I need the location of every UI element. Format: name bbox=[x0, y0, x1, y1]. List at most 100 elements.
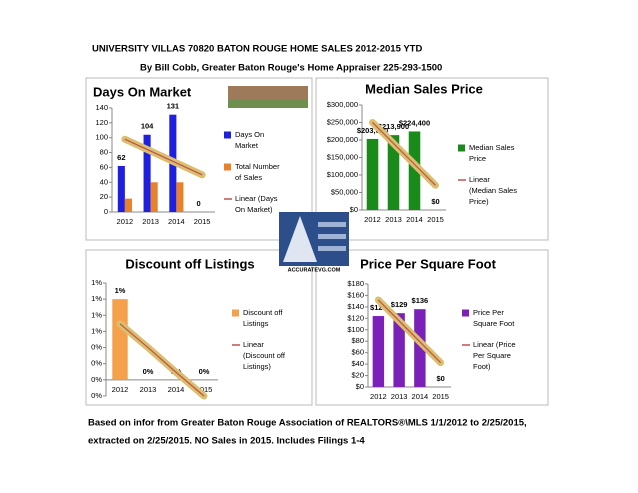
y-tick-label: $60 bbox=[351, 348, 364, 357]
x-tick-label: 2012 bbox=[364, 215, 381, 224]
x-tick-label: 2014 bbox=[406, 215, 423, 224]
x-tick-label: 2012 bbox=[112, 385, 129, 394]
y-tick-label: $100,000 bbox=[327, 170, 358, 179]
trend-line bbox=[124, 138, 203, 176]
value-label: $0 bbox=[431, 197, 439, 206]
y-tick-label: 140 bbox=[95, 103, 108, 112]
byline: By Bill Cobb, Greater Baton Rouge's Home… bbox=[140, 63, 442, 74]
chart-title: Median Sales Price bbox=[365, 81, 483, 96]
logo-shape bbox=[318, 246, 346, 251]
y-tick-label: $250,000 bbox=[327, 117, 358, 126]
value-label: $0 bbox=[436, 374, 444, 383]
value-label: 0% bbox=[199, 367, 210, 376]
trend-line bbox=[119, 323, 205, 397]
y-tick-label: $120 bbox=[347, 313, 364, 322]
y-tick-label: 1% bbox=[91, 278, 102, 287]
y-tick-label: 1% bbox=[91, 326, 102, 335]
y-tick-label: 120 bbox=[95, 118, 108, 127]
value-label: $203,000 bbox=[357, 126, 388, 135]
legend-swatch bbox=[462, 309, 469, 317]
logo-shape bbox=[318, 234, 346, 239]
legend-label: Linear (Price Per Square Foot) bbox=[473, 340, 518, 371]
y-tick-label: 80 bbox=[100, 148, 108, 157]
y-tick-label: $180 bbox=[347, 279, 364, 288]
legend-label: Days On Market bbox=[235, 130, 266, 150]
x-tick-label: 2012 bbox=[370, 392, 387, 401]
y-tick-label: 1% bbox=[91, 294, 102, 303]
value-label: 131 bbox=[167, 102, 180, 111]
footer-line: extracted on 2/25/2015. NO Sales in 2015… bbox=[88, 436, 365, 447]
y-tick-label: $150,000 bbox=[327, 152, 358, 161]
bar bbox=[124, 198, 132, 212]
x-tick-label: 2015 bbox=[194, 217, 211, 226]
chart-title: Discount off Listings bbox=[125, 256, 254, 271]
bar bbox=[112, 299, 128, 380]
trend-line bbox=[377, 299, 442, 364]
legend-label: Median Sales Price bbox=[469, 143, 517, 163]
bar bbox=[414, 309, 426, 387]
value-label: $224,400 bbox=[399, 118, 430, 127]
value-label: $136 bbox=[412, 296, 429, 305]
legend-label: Linear (Days On Market) bbox=[235, 194, 280, 214]
chart-frame bbox=[315, 249, 549, 406]
x-tick-label: 2015 bbox=[427, 215, 444, 224]
bar bbox=[150, 182, 158, 212]
bar bbox=[366, 138, 379, 210]
legend-swatch bbox=[224, 163, 231, 171]
y-tick-label: $300,000 bbox=[327, 100, 358, 109]
y-tick-label: $0 bbox=[356, 382, 364, 391]
value-label: 0 bbox=[196, 199, 200, 208]
photo bbox=[228, 100, 308, 108]
y-tick-label: 0% bbox=[91, 359, 102, 368]
legend-label: Discount off Listings bbox=[243, 308, 285, 328]
y-tick-label: $100 bbox=[347, 325, 364, 334]
x-tick-label: 2013 bbox=[391, 392, 408, 401]
footer-line: Based on infor from Greater Baton Rouge … bbox=[88, 418, 527, 429]
x-tick-label: 2013 bbox=[140, 385, 157, 394]
trend-line bbox=[372, 122, 436, 186]
x-tick-label: 2013 bbox=[142, 217, 159, 226]
logo: ACCURATEVG.COM bbox=[279, 212, 349, 273]
value-label: $213,900 bbox=[378, 122, 409, 131]
y-tick-label: 0% bbox=[91, 375, 102, 384]
y-tick-label: $200,000 bbox=[327, 135, 358, 144]
chart-title: Price Per Square Foot bbox=[360, 256, 496, 271]
legend-label: Linear (Discount off Listings) bbox=[243, 340, 287, 371]
y-tick-label: 20 bbox=[100, 192, 108, 201]
chart-frame bbox=[315, 77, 549, 241]
chart-frame bbox=[85, 77, 313, 241]
y-tick-label: $40 bbox=[351, 359, 364, 368]
y-tick-label: 0 bbox=[104, 207, 108, 216]
bar bbox=[408, 131, 421, 210]
bar bbox=[372, 316, 385, 387]
bar bbox=[393, 313, 405, 387]
logo-shape bbox=[318, 222, 346, 227]
y-tick-label: $140 bbox=[347, 302, 364, 311]
x-tick-label: 2012 bbox=[117, 217, 134, 226]
legend-swatch bbox=[458, 144, 465, 152]
y-tick-label: 0% bbox=[91, 391, 102, 400]
y-tick-label: $80 bbox=[351, 336, 364, 345]
value-label: $124 bbox=[370, 303, 388, 312]
y-tick-label: $160 bbox=[347, 290, 364, 299]
y-tick-label: 1% bbox=[91, 310, 102, 319]
logo-text: ACCURATEVG.COM bbox=[288, 267, 341, 273]
x-tick-label: 2014 bbox=[168, 217, 185, 226]
bar bbox=[143, 134, 151, 212]
value-label: 0% bbox=[143, 367, 154, 376]
page-title: UNIVERSITY VILLAS 70820 BATON ROUGE HOME… bbox=[92, 44, 422, 55]
legend-label: Total Number of Sales bbox=[235, 162, 282, 182]
y-tick-label: $20 bbox=[351, 371, 364, 380]
y-tick-label: $0 bbox=[350, 205, 358, 214]
bar bbox=[387, 135, 400, 210]
y-tick-label: 100 bbox=[95, 133, 108, 142]
x-tick-label: 2015 bbox=[196, 385, 213, 394]
legend-swatch bbox=[232, 309, 239, 317]
logo-shape bbox=[283, 216, 317, 262]
legend-label: Linear (Median Sales Price) bbox=[469, 175, 519, 206]
x-tick-label: 2013 bbox=[385, 215, 402, 224]
chart-title: Days On Market bbox=[93, 84, 192, 99]
value-label: 104 bbox=[141, 122, 154, 131]
y-tick-label: 60 bbox=[100, 162, 108, 171]
